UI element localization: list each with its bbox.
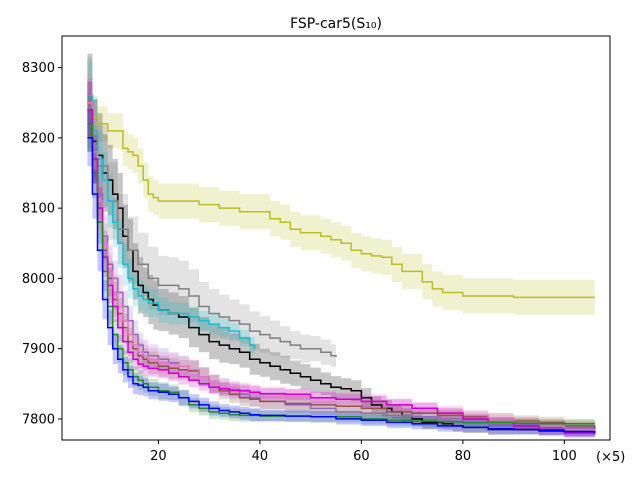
series-band-2: [87, 57, 337, 368]
series-line-7: [87, 109, 596, 435]
y-tick-label: 8100: [22, 202, 55, 217]
x-tick-label: 100: [552, 449, 577, 464]
chart-title: FSP-car5(S₁₀): [290, 16, 382, 32]
x-tick-label: 20: [150, 449, 167, 464]
y-tick-label: 7900: [22, 342, 55, 357]
x-axis-multiplier: (×5): [596, 450, 625, 465]
plot-frame: [61, 35, 611, 441]
x-axis-ticks: 20 40 60 80 100: [150, 440, 577, 464]
series-line-3: [87, 94, 256, 349]
y-tick-label: 8200: [22, 131, 55, 146]
y-tick-label: 7800: [22, 412, 55, 427]
series-line-0: [87, 94, 595, 299]
x-tick-label: 80: [455, 449, 472, 464]
series-band-3: [87, 60, 255, 358]
confidence-bands: [87, 53, 595, 440]
y-axis-ticks: 7800 7900 8000 8100 8200 8300: [22, 61, 62, 427]
x-tick-label: 60: [353, 449, 370, 464]
series-line-9: [87, 137, 596, 433]
series-lines: [87, 94, 596, 435]
y-tick-label: 8000: [22, 272, 55, 287]
series-line-2: [87, 101, 337, 358]
series-band-0: [87, 78, 595, 315]
y-tick-label: 8300: [22, 61, 55, 76]
x-tick-label: 40: [252, 449, 269, 464]
